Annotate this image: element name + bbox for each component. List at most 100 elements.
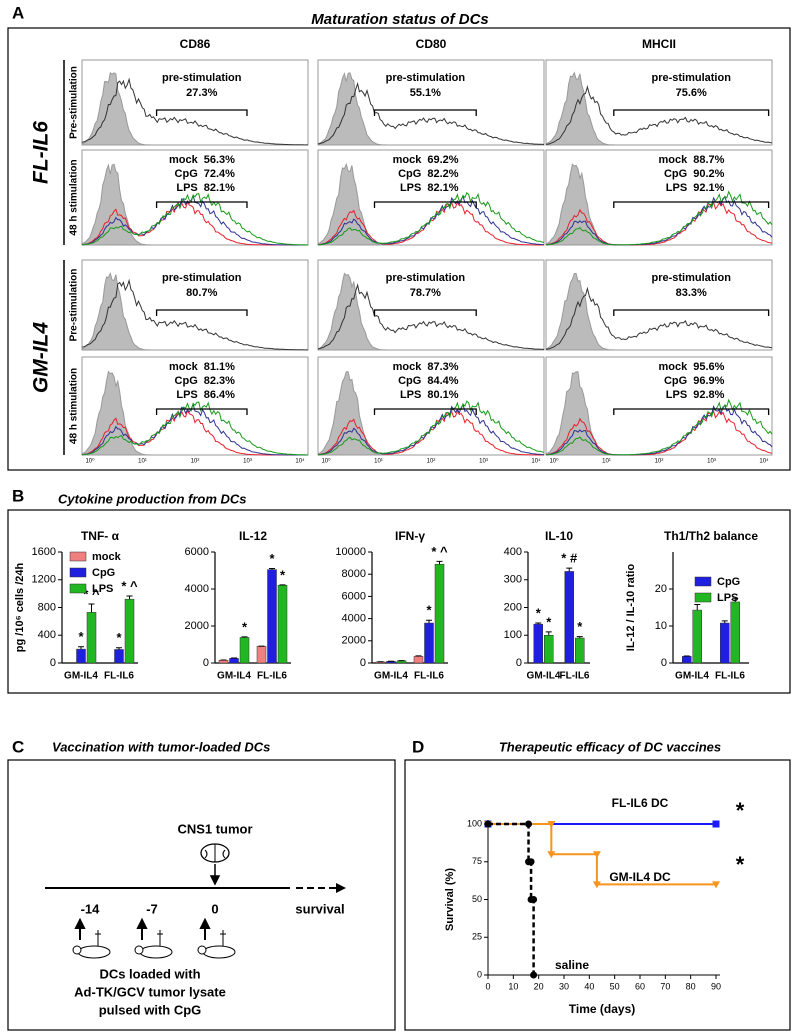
gate-bracket: [373, 408, 477, 415]
x-tick-label: 10⁰: [85, 458, 95, 465]
gate-value: 92.1%: [693, 182, 724, 194]
survival-line: [488, 823, 716, 886]
error-bar: [436, 560, 443, 565]
marker: [547, 851, 556, 859]
chart-title: TNF- α: [81, 529, 120, 543]
column-header: CD80: [416, 37, 447, 51]
bar: [86, 612, 97, 664]
isotype-histogram: [317, 371, 544, 456]
marker: [592, 851, 601, 859]
y-tick-label: 100: [467, 818, 482, 828]
bar: [575, 637, 585, 664]
gate-name: mock: [658, 361, 688, 373]
y-tick-label: 400: [38, 629, 56, 641]
panel-label: D: [412, 737, 424, 756]
gate-value: 83.3%: [676, 287, 707, 299]
bar: [682, 656, 692, 664]
panel-box: [404, 759, 791, 1031]
isotype-histogram: [81, 272, 308, 351]
gate-value: 96.9%: [693, 375, 724, 387]
row-label: 48 h stimulation: [69, 368, 80, 444]
legend-swatch: [694, 592, 712, 603]
bar: [730, 601, 740, 664]
gate-name: CpG: [664, 168, 687, 180]
x-tick-label: FL-IL6: [414, 671, 444, 682]
series-label: FL-IL6 DC: [612, 796, 669, 810]
error-bar: [576, 636, 583, 639]
y-tick-label: 1600: [32, 546, 56, 558]
y-tick-label: 0: [661, 657, 667, 669]
arrow: [74, 917, 86, 940]
y-axis-label: Survival (%): [444, 868, 456, 931]
gate-name: LPS: [666, 389, 687, 401]
significance: *: [577, 619, 583, 634]
significance: *: [116, 630, 122, 645]
error-bar: [545, 631, 552, 636]
gate-name: LPS: [666, 182, 687, 194]
panel-title: Vaccination with tumor-loaded DCs: [52, 739, 270, 754]
histogram-trace: [545, 286, 773, 350]
marker: [592, 881, 601, 889]
column-header: CD86: [180, 37, 211, 51]
chart-title: IL-12: [239, 529, 267, 543]
isotype-histogram: [317, 71, 544, 146]
gate-bracket: [373, 201, 477, 208]
gate-name: mock: [169, 154, 199, 166]
bar: [229, 658, 239, 664]
gate-value: 82.1%: [427, 182, 458, 194]
gate-bracket: [613, 201, 770, 208]
endpoint-label: survival: [295, 901, 344, 916]
y-tick-label: 8000: [342, 568, 366, 580]
x-tick-label: 50: [610, 981, 620, 991]
error-bar: [126, 595, 133, 600]
y-tick-label: 10: [655, 620, 667, 632]
x-tick-label: 80: [686, 981, 696, 991]
bar: [256, 646, 267, 664]
column-header: MHCII: [642, 37, 676, 51]
series-label: GM-IL4 DC: [609, 870, 671, 884]
x-tick-label: 10²: [655, 459, 664, 465]
bar: [544, 635, 554, 664]
marker: [525, 820, 533, 828]
chart-title: IFN-γ: [395, 529, 425, 543]
bar: [564, 571, 574, 664]
x-tick-label: 10⁴: [531, 458, 541, 465]
mouse-icon: [202, 945, 236, 959]
gate-name: CpG: [175, 375, 198, 387]
bar: [533, 623, 543, 664]
histogram-trace: [81, 401, 308, 456]
x-tick-label: 10²: [427, 459, 436, 465]
y-tick-label: 50: [472, 894, 482, 904]
error-bar: [732, 597, 739, 602]
y-tick-label: 300: [504, 574, 522, 586]
error-bar: [426, 619, 432, 624]
marker: [712, 820, 720, 828]
legend-label: CpG: [92, 567, 115, 579]
gate-value: 69.2%: [427, 154, 458, 166]
gate-name: mock: [169, 361, 199, 373]
x-tick-label: GM-IL4: [374, 671, 408, 682]
gate-name: mock: [658, 154, 688, 166]
syringe-icon: [95, 930, 101, 946]
panel-box: [7, 27, 791, 471]
bar: [124, 598, 135, 664]
y-tick-label: 0: [50, 657, 56, 669]
legend-label: LPS: [717, 592, 738, 604]
histogram-trace: [317, 283, 545, 350]
row-label: Pre-stimulation: [69, 269, 80, 342]
bar: [76, 648, 86, 664]
histogram-trace: [317, 191, 545, 246]
x-tick-label: 10: [508, 981, 518, 991]
legend-swatch: [69, 551, 87, 562]
x-tick-label: 10³: [707, 459, 716, 465]
histogram-trace: [81, 200, 308, 246]
significance: * ^: [121, 578, 138, 593]
histogram-trace: [545, 196, 773, 246]
legend-swatch: [69, 567, 87, 578]
gate-bracket: [373, 309, 477, 316]
y-tick-label: 0: [516, 657, 522, 669]
bar: [114, 649, 124, 664]
day-label: -14: [81, 901, 101, 916]
gate-name: CpG: [398, 375, 421, 387]
